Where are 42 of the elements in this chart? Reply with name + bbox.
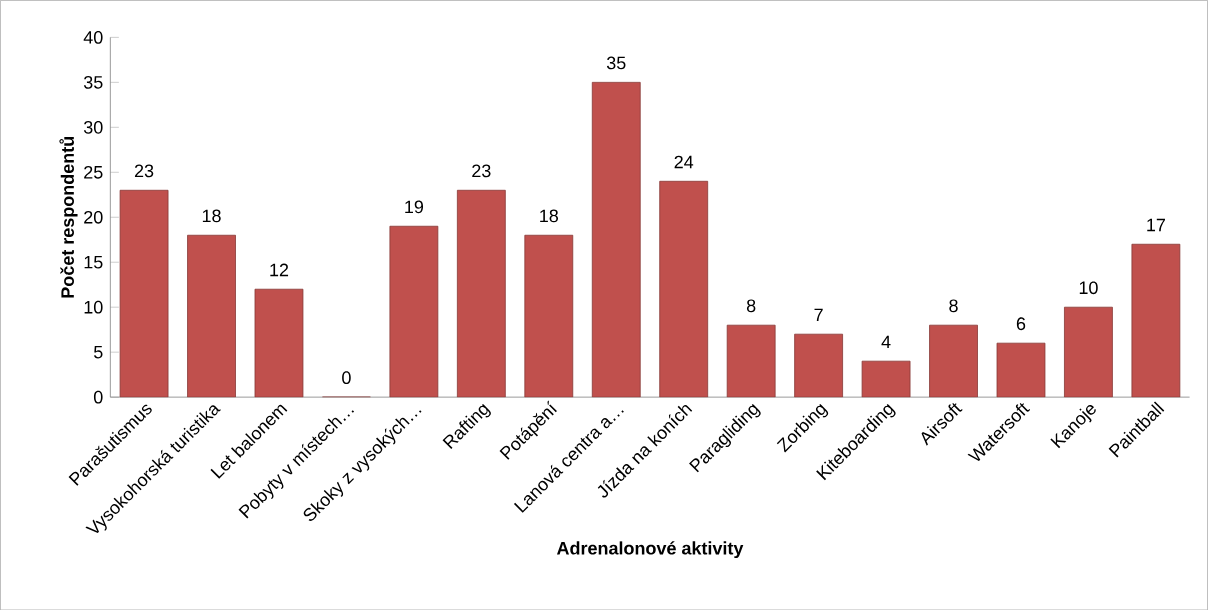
y-tick-label: 30	[83, 120, 103, 134]
data-label: 10	[1079, 281, 1098, 294]
x-axis-title: Adrenalonové aktivity	[556, 541, 744, 558]
bar	[456, 189, 506, 397]
data-label: 23	[134, 164, 154, 178]
y-tick-label: 25	[84, 165, 103, 179]
bar	[929, 324, 978, 397]
y-tick-label: 40	[83, 30, 103, 44]
data-label: 6	[1016, 317, 1026, 330]
y-tick-label: 5	[93, 345, 103, 359]
y-tick-label: 0	[93, 390, 103, 404]
data-label: 24	[674, 155, 694, 169]
bar	[389, 225, 439, 397]
data-label: 12	[270, 263, 289, 276]
data-label: 8	[949, 299, 958, 312]
bar	[861, 360, 911, 397]
data-label: 23	[472, 164, 491, 178]
data-label: 18	[202, 209, 221, 223]
data-label: 19	[405, 200, 424, 214]
y-tick-label: 35	[83, 75, 103, 89]
bar	[1131, 243, 1181, 397]
y-axis-title: Počet respondentů	[59, 136, 78, 298]
bar	[254, 288, 304, 397]
y-tick-label: 20	[84, 210, 103, 224]
bar	[726, 324, 776, 397]
y-tick-label: 10	[84, 300, 103, 314]
data-label: 18	[540, 209, 559, 223]
bar	[524, 234, 574, 397]
bar	[659, 180, 709, 397]
data-label: 7	[814, 308, 823, 321]
bar	[591, 81, 641, 397]
bar	[119, 189, 169, 397]
data-label: 0	[342, 371, 351, 384]
bar	[996, 342, 1046, 397]
data-label: 8	[746, 299, 756, 312]
data-label: 4	[881, 335, 891, 348]
bar	[187, 234, 236, 397]
data-label: 35	[606, 56, 626, 70]
data-label: 17	[1147, 218, 1165, 231]
bar	[1064, 306, 1113, 397]
y-tick-label: 15	[84, 255, 103, 269]
bar	[794, 333, 843, 397]
